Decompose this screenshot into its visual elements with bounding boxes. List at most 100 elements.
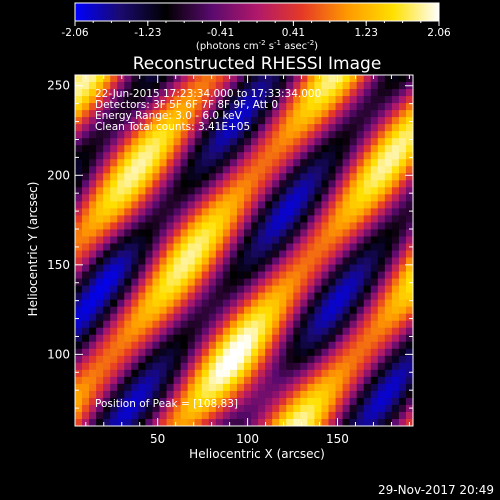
heatmap-cell: [300, 187, 308, 195]
heatmap-cell: [229, 348, 238, 357]
heatmap-cell: [405, 411, 413, 420]
heatmap-cell: [370, 243, 379, 252]
heatmap-cell: [145, 159, 154, 167]
heatmap-cell: [222, 306, 231, 315]
heatmap-cell: [166, 320, 175, 329]
heatmap-cell: [286, 131, 294, 139]
heatmap-cell: [356, 215, 365, 224]
heatmap-cell: [201, 173, 210, 181]
heatmap-cell: [405, 264, 413, 273]
heatmap-cell: [286, 264, 294, 273]
heatmap-cell: [349, 103, 358, 111]
heatmap-cell: [356, 145, 365, 153]
heatmap-cell: [124, 194, 132, 202]
heatmap-cell: [293, 411, 301, 420]
heatmap-cell: [75, 306, 83, 315]
heatmap-cell: [258, 173, 266, 181]
heatmap-cell: [279, 117, 287, 125]
heatmap-cell: [110, 313, 118, 322]
heatmap-cell: [222, 418, 231, 426]
heatmap-cell: [349, 271, 358, 280]
y-tick-label: 150: [47, 258, 70, 272]
heatmap-cell: [236, 376, 245, 385]
heatmap-cell: [405, 334, 413, 343]
heatmap-cell: [244, 159, 252, 167]
heatmap-cell: [398, 418, 407, 426]
heatmap-cell: [89, 103, 97, 111]
heatmap-cell: [356, 299, 365, 308]
heatmap-cell: [370, 180, 379, 188]
heatmap-cell: [391, 299, 400, 308]
heatmap-cell: [201, 418, 210, 426]
heatmap-cell: [152, 341, 161, 350]
heatmap-cell: [222, 411, 231, 420]
heatmap-cell: [370, 334, 379, 343]
heatmap-cell: [222, 166, 231, 174]
heatmap-cell: [335, 341, 344, 350]
heatmap-cell: [180, 390, 189, 399]
heatmap-cell: [103, 369, 111, 378]
heatmap-cell: [173, 131, 182, 139]
heatmap-cell: [342, 299, 351, 308]
heatmap-cell: [398, 264, 407, 273]
heatmap-cell: [138, 285, 147, 294]
heatmap-cell: [229, 299, 238, 308]
heatmap-cell: [194, 103, 203, 111]
heatmap-cell: [258, 362, 266, 371]
heatmap-cell: [398, 89, 407, 97]
heatmap-cell: [201, 376, 210, 385]
heatmap-cell: [152, 166, 161, 174]
heatmap-cell: [307, 306, 316, 315]
heatmap-cell: [145, 278, 154, 287]
heatmap-cell: [131, 222, 139, 231]
heatmap-cell: [82, 103, 90, 111]
heatmap-cell: [229, 411, 238, 420]
heatmap-cell: [159, 355, 168, 364]
heatmap-cell: [103, 334, 111, 343]
heatmap-cell: [96, 250, 104, 259]
heatmap-cell: [349, 173, 358, 181]
heatmap-cell: [314, 411, 323, 420]
heatmap-cell: [222, 96, 231, 104]
heatmap-cell: [370, 159, 379, 167]
heatmap-cell: [152, 299, 161, 308]
heatmap-cell: [187, 411, 196, 420]
heatmap-cell: [377, 341, 386, 350]
heatmap-cell: [159, 201, 168, 209]
heatmap-cell: [166, 250, 175, 259]
heatmap-cell: [328, 103, 337, 111]
heatmap-cell: [349, 82, 358, 90]
heatmap-cell: [391, 355, 400, 364]
heatmap-cell: [244, 117, 252, 125]
heatmap-cell: [124, 285, 132, 294]
heatmap-cell: [363, 229, 372, 238]
heatmap-cell: [272, 243, 280, 252]
heatmap-cell: [328, 180, 337, 188]
heatmap-cell: [208, 145, 217, 153]
heatmap-cell: [363, 390, 372, 399]
heatmap-cell: [229, 292, 238, 301]
heatmap-cell: [314, 341, 323, 350]
heatmap-cell: [75, 404, 83, 413]
heatmap-cell: [370, 138, 379, 146]
heatmap-cell: [103, 306, 111, 315]
heatmap-cell: [229, 201, 238, 209]
heatmap-cell: [173, 418, 182, 426]
heatmap-cell: [194, 327, 203, 336]
heatmap-cell: [173, 313, 182, 322]
heatmap-cell: [258, 285, 266, 294]
heatmap-cell: [363, 96, 372, 104]
heatmap-cell: [356, 180, 365, 188]
heatmap-cell: [124, 257, 132, 266]
heatmap-cell: [272, 411, 280, 420]
heatmap-cell: [328, 327, 337, 336]
heatmap-cell: [279, 89, 287, 97]
heatmap-cell: [244, 411, 252, 420]
heatmap-cell: [286, 313, 294, 322]
y-tick-label: 200: [47, 168, 70, 182]
heatmap-cell: [159, 208, 168, 216]
heatmap-cell: [286, 180, 294, 188]
heatmap-cell: [131, 180, 139, 188]
heatmap-cell: [370, 341, 379, 350]
heatmap-cell: [342, 173, 351, 181]
